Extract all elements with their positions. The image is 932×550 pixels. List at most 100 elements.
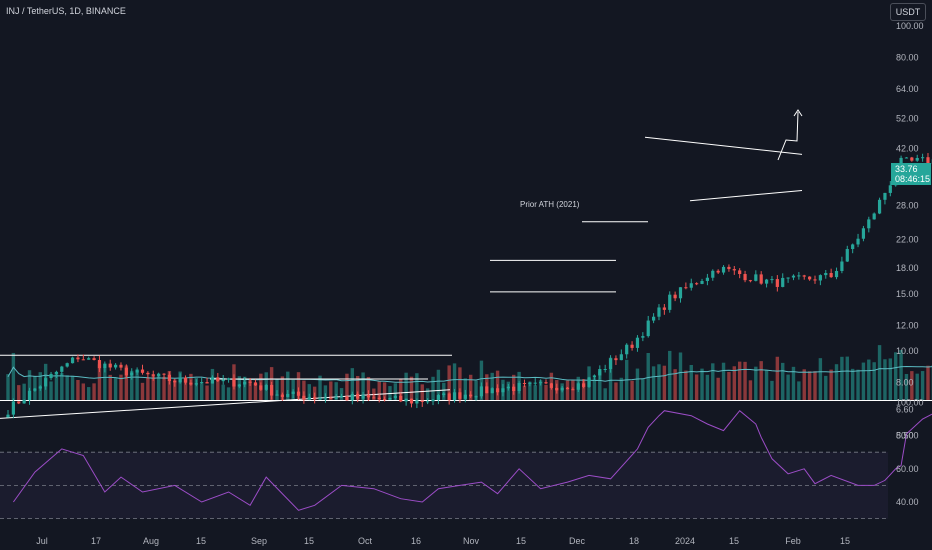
candle-body [856,238,860,245]
candle-body [377,397,381,400]
volume-ma-line [7,365,932,383]
candle-body [44,378,48,387]
volume-bar [6,374,10,400]
candle-body [22,400,26,404]
candle-body [237,384,241,387]
candle-body [334,396,338,399]
candle-body [415,400,419,404]
volume-bar [775,356,780,400]
volume-moving-average [7,365,932,383]
volume-bar [452,363,457,400]
volume-bar [748,380,753,400]
candle-body [711,270,715,278]
candle-body [700,280,704,284]
candle-body [345,396,349,401]
candle-body [119,364,123,368]
candle-body [60,366,64,372]
candle-body [339,396,344,398]
price-tick-label: 52.00 [896,113,919,123]
volume-bar [705,374,710,400]
volume-bar [759,361,763,400]
candle-body [883,192,887,200]
volume-bar [651,366,656,400]
candle-body [759,274,763,284]
volume-bar [592,378,597,400]
candle-body [592,375,597,378]
candle-body [291,391,295,394]
candle-body [652,316,656,321]
candle-body [302,395,306,400]
candle-body [38,386,42,389]
volume-bar [641,378,645,400]
candle-body [926,157,930,164]
candle-body [146,372,150,375]
volume-bar [366,376,371,400]
volume-bar [700,368,704,400]
volume-bar [791,366,796,400]
rsi-tick-label: 100.00 [896,397,924,407]
volume-bar [727,371,731,400]
volume-bar [834,364,839,400]
volume-bar [65,375,69,400]
candle-body [452,392,457,401]
time-tick-label: 2024 [675,536,695,546]
candle-body [560,387,564,391]
volume-bar [60,373,64,400]
candle-body [178,377,182,383]
candle-body [70,357,75,364]
volume-bar [635,368,640,400]
candle-body [399,395,403,402]
candle-body [840,261,844,271]
volume-bar [248,378,252,400]
rsi-tick-label: 40.00 [896,497,919,507]
candle-body [619,354,623,361]
volume-bar [904,374,909,400]
candle-body [157,373,161,376]
candle-body [861,228,866,239]
volume-bar [140,382,145,400]
time-tick-label: 15 [729,536,739,546]
candle-body [678,287,683,299]
candle-body [259,385,263,390]
triangle-upper-line [644,136,803,155]
candle-body [490,388,494,394]
candle-body [216,377,220,382]
candle-body [533,382,537,384]
candle-body [226,378,231,380]
volume-bar [522,385,527,400]
volume-bar [92,383,96,400]
volume-bar [716,377,720,400]
volume-bar [840,356,844,400]
volume-bar [307,384,311,400]
volume-bar [818,358,823,400]
currency-button[interactable]: USDT [890,3,926,21]
price-tick-label: 100.00 [896,21,924,31]
time-tick-label: Aug [143,536,159,546]
volume-bar [850,368,855,400]
price-tick-label: 5.50 [896,430,914,440]
volume-bar [167,370,172,400]
projection-arrowhead [793,109,803,117]
candle-body [689,283,693,288]
volume-bar [662,365,667,400]
time-tick-label: 18 [629,536,639,546]
volume-bar [318,375,322,400]
price-tick-label: 64.00 [896,84,919,94]
volume-bar [382,382,387,400]
candle-body [383,399,387,401]
volume-bar [468,374,473,400]
candle-body [114,364,118,368]
candle-body [323,397,328,399]
volume-bar [178,371,182,400]
volume-bar [113,378,118,400]
volume-bar [409,376,414,400]
candle-body [183,377,188,383]
volume-bar [130,370,134,400]
volume-bar [334,382,338,400]
volume-bar [183,378,188,400]
volume-bar [205,385,209,400]
candle-body [65,363,69,367]
volume-bar [76,379,80,400]
candle-body [544,382,548,384]
volume-bar [54,372,59,400]
